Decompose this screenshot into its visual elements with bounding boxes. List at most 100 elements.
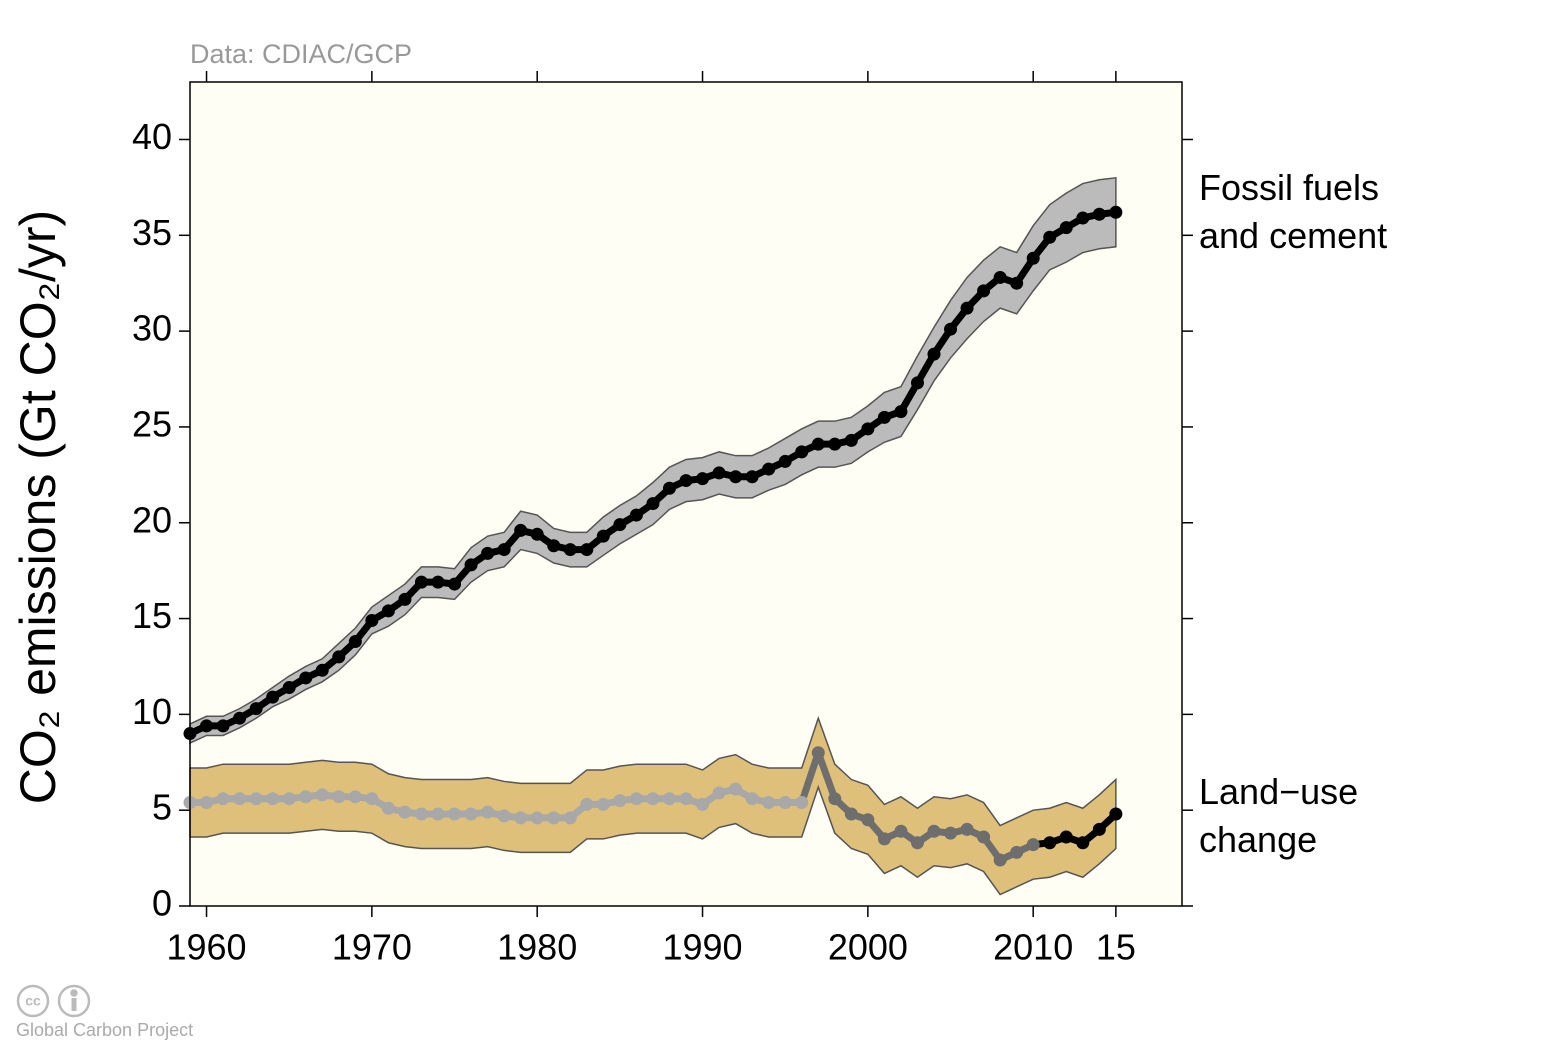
data-point	[745, 792, 759, 806]
data-point	[613, 518, 627, 532]
data-point	[629, 508, 643, 522]
data-point	[844, 807, 858, 821]
series-label: Land−use change	[1199, 771, 1359, 860]
data-point	[448, 577, 462, 591]
y-tick-label: 10	[132, 691, 172, 732]
data-point	[1109, 205, 1123, 219]
data-point	[844, 433, 858, 447]
plot-frame	[189, 81, 1183, 907]
svg-text:cc: cc	[25, 993, 41, 1009]
data-point	[200, 796, 214, 810]
data-point	[1076, 836, 1090, 850]
data-point	[563, 811, 577, 825]
data-point	[365, 613, 379, 627]
data-point	[927, 824, 941, 838]
data-point	[580, 797, 594, 811]
x-tick-label: 2010	[993, 927, 1073, 968]
data-point	[696, 797, 710, 811]
data-point	[993, 270, 1007, 284]
data-point	[811, 437, 825, 451]
x-tick-label: 1970	[332, 927, 412, 968]
data-point	[1010, 845, 1024, 859]
x-tick-label: 1980	[497, 927, 577, 968]
series-line-segment	[798, 749, 822, 807]
data-point	[1109, 807, 1123, 821]
data-point	[448, 807, 462, 821]
data-point	[894, 405, 908, 419]
data-point	[266, 690, 280, 704]
uncertainty-band	[189, 176, 1117, 745]
data-point	[712, 466, 726, 480]
data-point	[646, 497, 660, 511]
data-point	[365, 792, 379, 806]
data-point	[960, 301, 974, 315]
data-point	[381, 801, 395, 815]
data-point	[381, 604, 395, 618]
data-point	[233, 792, 247, 806]
data-point	[332, 790, 346, 804]
data-point	[431, 575, 445, 589]
data-point	[613, 794, 627, 808]
footer: Global Carbon Project	[16, 1020, 193, 1040]
data-point	[1026, 251, 1040, 265]
data-point	[1092, 207, 1106, 221]
data-point	[216, 719, 230, 733]
data-point	[762, 796, 776, 810]
data-point	[977, 830, 991, 844]
data-point	[530, 527, 544, 541]
y-axis-label: CO₂ emissions (Gt CO₂/yr)	[10, 210, 66, 804]
data-point	[580, 543, 594, 557]
data-point	[282, 681, 296, 695]
data-point	[679, 792, 693, 806]
data-point	[927, 347, 941, 361]
uncertainty-band	[189, 715, 1117, 896]
data-point	[348, 635, 362, 649]
data-point	[216, 792, 230, 806]
data-point	[348, 790, 362, 804]
data-point	[1043, 836, 1057, 850]
data-point	[646, 792, 660, 806]
data-point	[596, 797, 610, 811]
data-point	[315, 788, 329, 802]
data-point	[894, 824, 908, 838]
data-point	[497, 543, 511, 557]
data-point	[1026, 838, 1040, 852]
data-point	[662, 481, 676, 495]
data-point	[1059, 221, 1073, 235]
data-point	[679, 474, 693, 488]
data-point	[1043, 230, 1057, 244]
source-note: Data: CDIAC/GCP	[190, 39, 412, 69]
data-point	[497, 809, 511, 823]
data-point	[464, 558, 478, 572]
license-icons: cc	[16, 984, 91, 1018]
data-point	[960, 822, 974, 836]
data-point	[778, 796, 792, 810]
data-point	[299, 671, 313, 685]
data-point	[481, 546, 495, 560]
data-point	[944, 826, 958, 840]
data-point	[233, 711, 247, 725]
data-point	[414, 807, 428, 821]
data-point	[398, 805, 412, 819]
data-point	[282, 792, 296, 806]
data-point	[729, 782, 743, 796]
y-tick-label: 15	[132, 595, 172, 636]
data-point	[596, 529, 610, 543]
series-line-segment	[814, 749, 839, 803]
data-point	[547, 539, 561, 553]
data-point	[464, 807, 478, 821]
x-tick-label: 1960	[166, 927, 246, 968]
data-point	[828, 437, 842, 451]
data-point	[563, 543, 577, 557]
data-point	[514, 811, 528, 825]
data-point	[1059, 830, 1073, 844]
data-point	[200, 719, 214, 733]
data-point	[795, 445, 809, 459]
y-tick-label: 20	[132, 499, 172, 540]
data-point	[315, 663, 329, 677]
data-point	[745, 470, 759, 484]
data-point	[778, 454, 792, 468]
data-point	[712, 786, 726, 800]
